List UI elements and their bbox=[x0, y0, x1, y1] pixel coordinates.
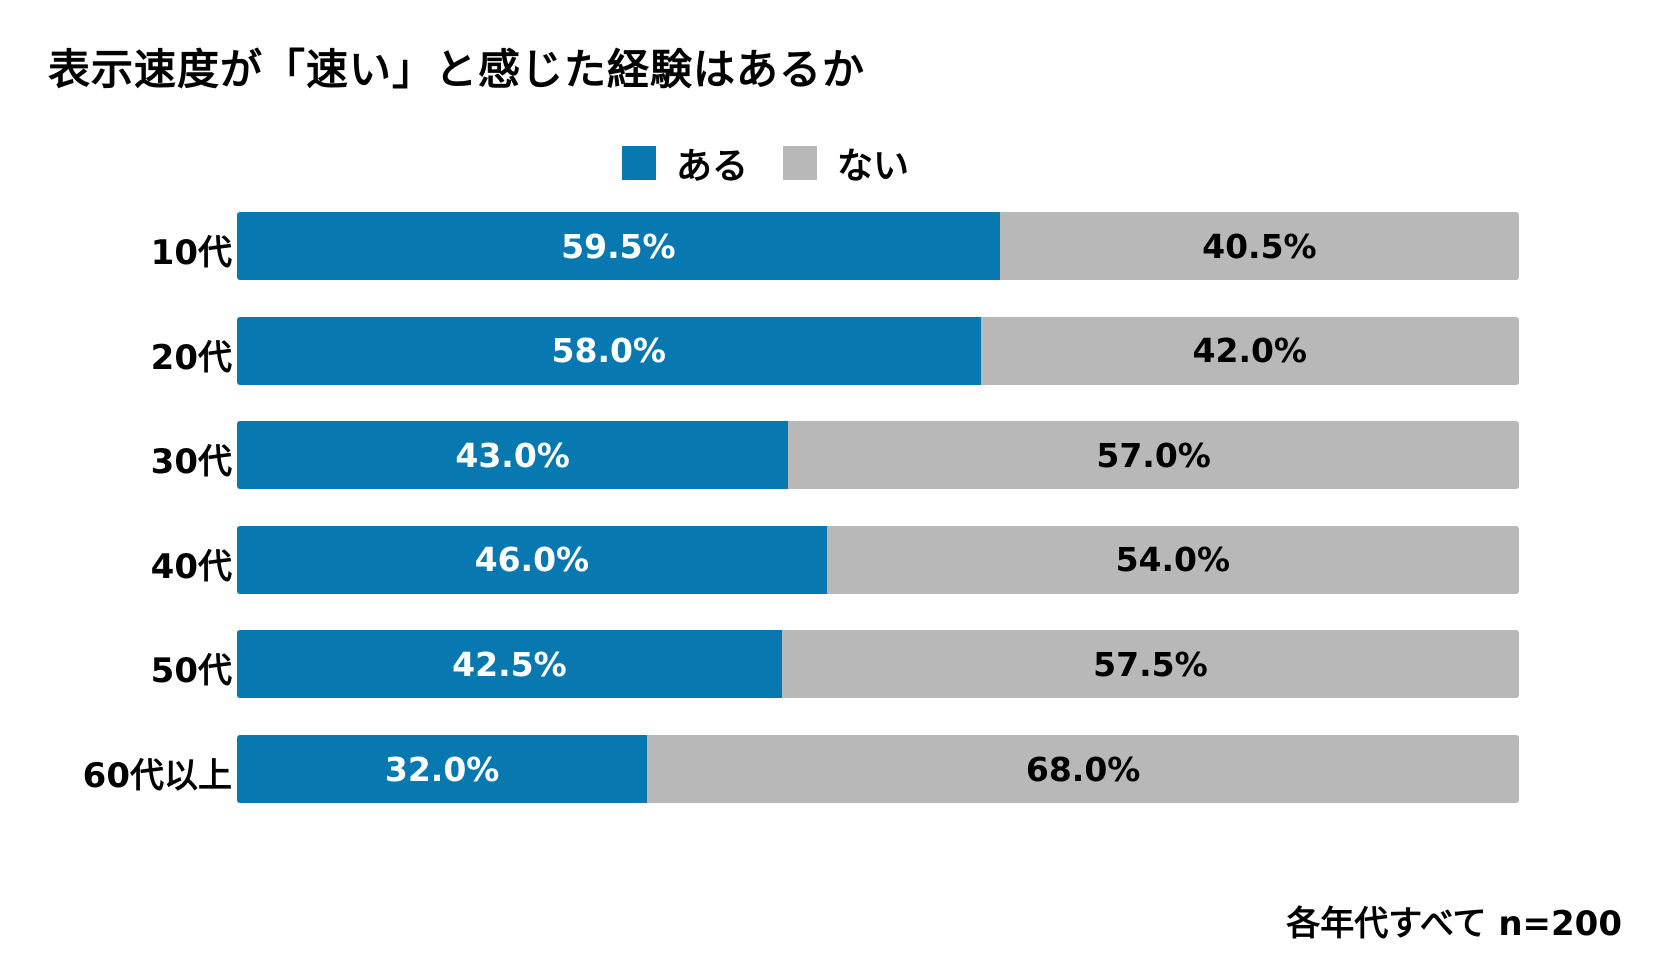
category-label: 40代 bbox=[150, 546, 232, 587]
bar-segment: 68.0% bbox=[647, 735, 1519, 803]
bar-segment: 43.0% bbox=[237, 421, 789, 490]
category-label: 50代 bbox=[150, 651, 232, 692]
legend-label: ある bbox=[676, 146, 749, 187]
bar-segment: 58.0% bbox=[237, 316, 981, 385]
bar-segment: 54.0% bbox=[826, 525, 1519, 594]
data-label: 42.5% bbox=[452, 644, 567, 684]
data-label: 57.0% bbox=[1096, 435, 1211, 475]
data-label: 46.0% bbox=[474, 540, 590, 580]
data-label: 68.0% bbox=[1025, 749, 1141, 789]
data-label: 43.0% bbox=[455, 435, 570, 475]
category-label: 60代以上 bbox=[82, 756, 232, 796]
legend-swatch bbox=[622, 146, 656, 180]
legend-label: ない bbox=[837, 146, 910, 187]
bar-segment: 57.5% bbox=[781, 630, 1519, 699]
data-label: 40.5% bbox=[1202, 226, 1317, 266]
data-label: 57.5% bbox=[1093, 644, 1208, 684]
bar-segment: 59.5% bbox=[237, 212, 1000, 280]
bar-segment: 32.0% bbox=[237, 735, 648, 803]
data-label: 54.0% bbox=[1115, 540, 1231, 580]
bar-segment: 42.0% bbox=[980, 316, 1519, 385]
bar-segment: 42.5% bbox=[237, 630, 782, 699]
data-label: 42.0% bbox=[1192, 331, 1308, 371]
bar-segment: 40.5% bbox=[999, 212, 1519, 280]
bar-segment: 57.0% bbox=[788, 421, 1519, 490]
data-label: 58.0% bbox=[551, 331, 667, 371]
data-label: 32.0% bbox=[384, 749, 500, 789]
category-label: 20代 bbox=[150, 337, 232, 378]
bar-segment: 46.0% bbox=[237, 525, 827, 594]
legend: ある ない bbox=[0, 138, 1667, 188]
sample-size-note: 各年代すべて n=200 bbox=[1286, 904, 1622, 944]
legend-swatch bbox=[783, 146, 817, 180]
legend-item-2: ない bbox=[783, 138, 909, 188]
legend-item-1: ある bbox=[622, 138, 748, 188]
chart-title: 表示速度が「速い」と感じた経験はあるか bbox=[48, 45, 866, 94]
category-label: 10代 bbox=[150, 233, 232, 273]
data-label: 59.5% bbox=[561, 226, 676, 266]
category-label: 30代 bbox=[150, 442, 232, 483]
